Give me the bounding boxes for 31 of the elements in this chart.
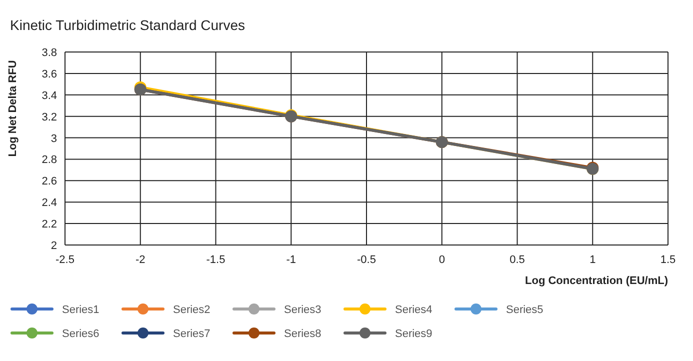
x-tick-label: -1.5: [206, 254, 226, 266]
y-tick-label: 2.8: [42, 154, 57, 166]
y-tick-label: 3.8: [42, 47, 57, 59]
y-tick-label: 3.6: [42, 68, 57, 80]
y-tick-label: 2.6: [42, 176, 57, 188]
x-tick-label: 1: [590, 254, 596, 266]
x-tick-label: 0.5: [510, 254, 525, 266]
y-tick-label: 3: [50, 132, 57, 145]
y-axis-title: Log Net Delta RFU: [7, 60, 19, 157]
legend-label: Series1: [62, 304, 100, 316]
y-tick-label: 2.4: [42, 197, 57, 210]
chart-title: Kinetic Turbidimetric Standard Curves: [10, 17, 245, 33]
legend-label: Series8: [284, 328, 322, 340]
x-tick-label: 0: [438, 254, 445, 266]
x-tick-label: -1: [286, 254, 296, 266]
x-axis-title: Log Concentration (EU/mL): [525, 275, 668, 287]
y-tick-label: 3.4: [42, 90, 57, 102]
legend-label: Series2: [173, 304, 210, 316]
x-tick-label: -2: [135, 254, 146, 266]
x-tick-label: -2.5: [56, 254, 74, 266]
legend-label: Series6: [62, 328, 100, 340]
x-tick-label: 1.5: [660, 254, 676, 266]
y-tick-label: 2: [50, 240, 57, 252]
legend-label: Series5: [506, 304, 544, 316]
legend-label: Series3: [284, 304, 322, 316]
legend-label: Series9: [395, 328, 432, 340]
y-tick-label: 3.2: [42, 111, 57, 124]
y-tick-label: 2.2: [42, 218, 57, 231]
x-tick-label: -0.5: [357, 254, 376, 266]
legend-label: Series7: [173, 328, 210, 340]
legend-label: Series4: [395, 304, 432, 316]
